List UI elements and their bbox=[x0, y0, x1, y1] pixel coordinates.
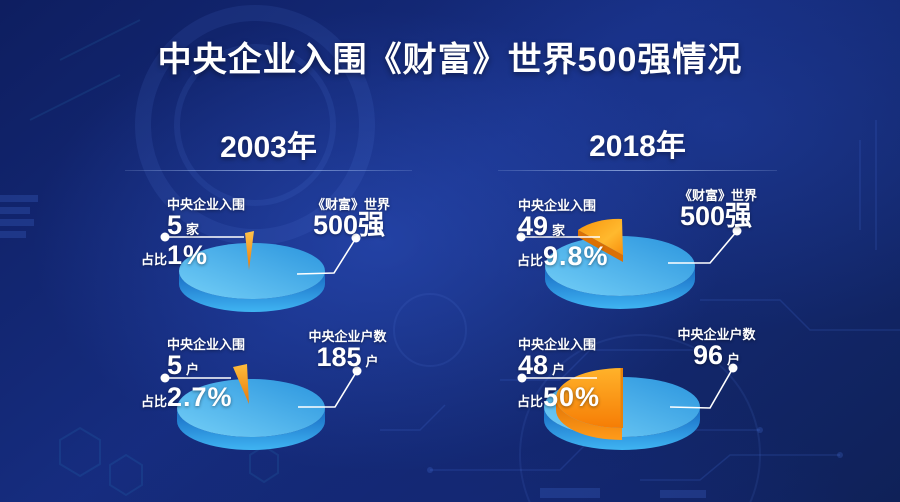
pie-side bbox=[177, 408, 325, 450]
page-title: 中央企业入围《财富》世界500强情况 bbox=[157, 41, 743, 79]
pie-side bbox=[179, 271, 325, 312]
leader-dot-left bbox=[160, 232, 170, 242]
pie-side bbox=[544, 407, 700, 450]
leader-lines bbox=[169, 370, 358, 408]
pie-side bbox=[545, 266, 695, 309]
callout-share: 占比 1% bbox=[141, 240, 209, 270]
pie-2003-fortune500 bbox=[160, 231, 361, 312]
slice-orange-1pct bbox=[245, 231, 254, 270]
leader-dot-left bbox=[160, 373, 170, 383]
pie-top bbox=[179, 243, 325, 299]
year-header-2018: 2018年 bbox=[589, 130, 686, 163]
leader-dot-left bbox=[517, 373, 527, 383]
callout-total: 《财富》世界 500强 bbox=[311, 197, 390, 240]
leader-lines bbox=[526, 367, 734, 409]
pie-top bbox=[177, 379, 325, 437]
leader-dot-right bbox=[732, 226, 742, 236]
callout-entrants: 中央企业入围 48 户 bbox=[518, 337, 597, 380]
leader-lines bbox=[525, 230, 738, 264]
pie-2003-households bbox=[160, 364, 362, 450]
pie-top bbox=[545, 236, 695, 296]
callout-total: 《财富》世界 500强 bbox=[678, 188, 757, 231]
slice-orange-9-8pct bbox=[578, 218, 623, 262]
callout-share: 占比 50% bbox=[517, 382, 601, 412]
header-underline-left bbox=[125, 170, 412, 171]
leader-dot-right bbox=[352, 366, 362, 376]
leader-dot-right bbox=[728, 363, 738, 373]
callout-share: 占比 2.7% bbox=[141, 382, 233, 412]
pie-2018-fortune500 bbox=[516, 218, 742, 309]
chart-2018-households: 中央企业入围 48 户 占比 50% 中央企业户数 96 户 bbox=[497, 327, 787, 480]
chart-2018-fortune500: 中央企业入围 49 家 占比 9.8% 《财富》世界 500强 bbox=[497, 188, 787, 342]
leader-dot-right bbox=[351, 233, 361, 243]
slice-orange-2-7pct bbox=[233, 364, 249, 404]
header-underline-right bbox=[498, 170, 777, 171]
callout-share: 占比 9.8% bbox=[517, 241, 609, 271]
year-header-2003: 2003年 bbox=[220, 131, 317, 164]
slice-orange-50pct bbox=[556, 368, 623, 440]
callout-entrants: 中央企业入围 49 家 bbox=[518, 198, 597, 241]
leader-lines bbox=[169, 236, 357, 275]
callout-total: 中央企业户数 185 户 bbox=[308, 329, 387, 372]
pie-2018-households bbox=[517, 363, 738, 450]
leader-dot-left bbox=[516, 232, 526, 242]
callout-total: 中央企业户数 96 户 bbox=[677, 327, 756, 370]
